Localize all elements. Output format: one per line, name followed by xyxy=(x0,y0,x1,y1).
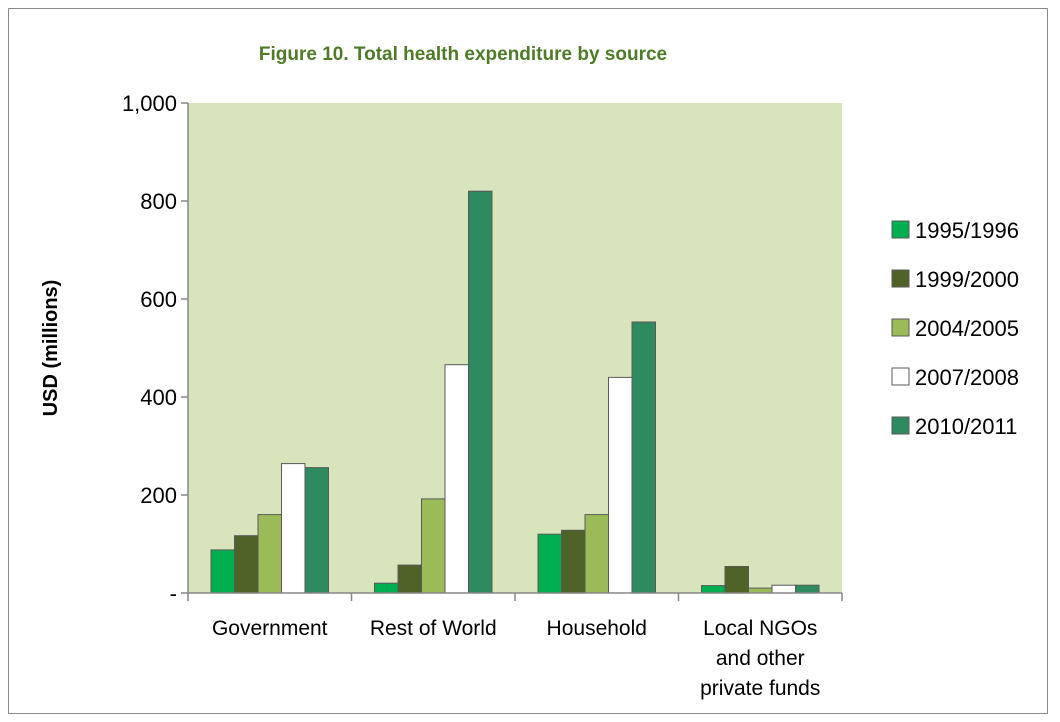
bar-1999-2000-cat-2 xyxy=(561,529,586,594)
bar-2010-2011-cat-0 xyxy=(304,467,329,594)
bar-1995-1996-cat-0 xyxy=(210,549,235,594)
x-category-label-line: Government xyxy=(212,617,328,640)
y-tick-label: 1,000 xyxy=(122,91,177,116)
bar-2007-2008-cat-1 xyxy=(444,364,469,594)
x-category-label-line: Household xyxy=(547,617,647,640)
chart-svg: Figure 10. Total health expenditure by s… xyxy=(40,44,1019,700)
x-category-label-line: Local NGOs xyxy=(703,617,817,640)
x-category-label: Government xyxy=(212,617,328,640)
bar-1995-1996-cat-3 xyxy=(701,585,726,594)
legend-label: 2010/2011 xyxy=(915,414,1017,439)
bar-2007-2008-cat-2 xyxy=(608,376,633,594)
bar-1999-2000-cat-0 xyxy=(234,535,259,594)
y-tick-label: 800 xyxy=(140,189,177,214)
legend-label: 1995/1996 xyxy=(915,218,1019,243)
y-tick-label: 600 xyxy=(140,287,177,312)
legend-swatch xyxy=(891,318,910,337)
y-tick-label: 400 xyxy=(140,385,177,410)
bar-2010-2011-cat-3 xyxy=(795,584,820,594)
bar-2007-2008-cat-3 xyxy=(771,584,796,594)
bars-group xyxy=(210,190,820,594)
y-tick-label: 200 xyxy=(140,483,177,508)
x-category-label-line: private funds xyxy=(700,677,820,700)
y-tick-label: - xyxy=(170,581,177,606)
bar-1999-2000-cat-3 xyxy=(724,566,749,594)
bar-2004-2005-cat-2 xyxy=(584,514,609,594)
bar-1995-1996-cat-1 xyxy=(374,582,399,594)
chart-title: Figure 10. Total health expenditure by s… xyxy=(259,44,667,65)
x-category-label-line: and other xyxy=(716,647,805,670)
legend-label: 2007/2008 xyxy=(915,365,1019,390)
bar-2007-2008-cat-0 xyxy=(281,463,306,594)
x-category-label: Local NGOs and other private funds xyxy=(700,617,820,700)
axes-group xyxy=(181,102,843,601)
x-category-labels: Government Rest of World Household Local NG… xyxy=(212,617,820,700)
legend-label: 1999/2000 xyxy=(915,267,1019,292)
legend-swatch xyxy=(891,269,910,288)
x-category-label: Rest of World xyxy=(370,617,497,640)
legend-label: 2004/2005 xyxy=(915,316,1019,341)
x-category-label-line: Rest of World xyxy=(370,617,497,640)
bar-2004-2005-cat-0 xyxy=(257,514,282,594)
bar-1995-1996-cat-2 xyxy=(537,533,562,594)
y-tick-labels: - 200 400 600 800 1,000 xyxy=(122,91,177,606)
bar-1999-2000-cat-1 xyxy=(397,564,422,594)
bar-2010-2011-cat-1 xyxy=(468,190,493,594)
legend-swatch xyxy=(891,416,910,435)
y-axis-label: USD (millions) xyxy=(40,280,62,417)
x-category-label: Household xyxy=(547,617,647,640)
chart-frame: Figure 10. Total health expenditure by s… xyxy=(8,8,1048,714)
legend-swatch xyxy=(891,220,910,239)
legend-swatch xyxy=(891,367,910,386)
bar-2010-2011-cat-2 xyxy=(631,321,656,594)
legend: 1995/1996 1999/2000 2004/2005 2007/2008 2010… xyxy=(891,218,1019,439)
bar-2004-2005-cat-1 xyxy=(421,498,446,594)
